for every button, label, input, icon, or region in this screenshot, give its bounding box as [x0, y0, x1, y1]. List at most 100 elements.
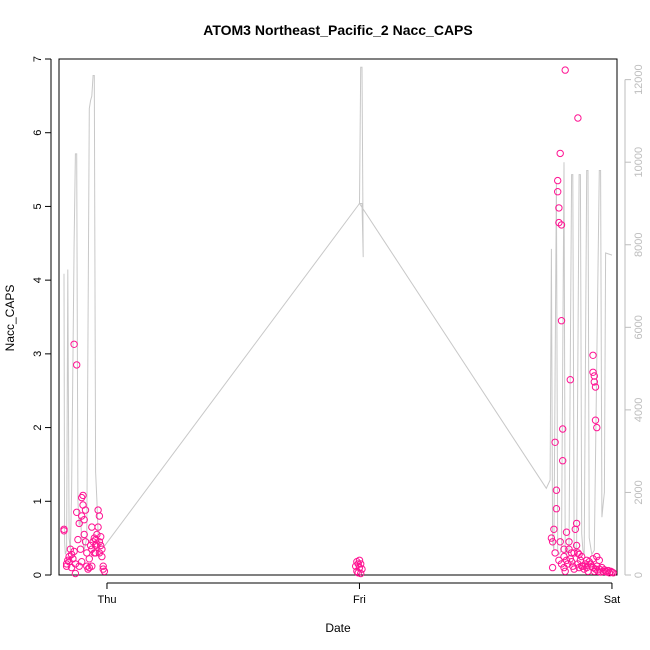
data-point [98, 545, 106, 553]
data-point [609, 569, 617, 577]
data-point [598, 563, 606, 572]
data-point [93, 530, 101, 539]
data-point [555, 204, 563, 212]
plot-frame [58, 58, 618, 576]
data-point [557, 317, 566, 325]
data-point [591, 383, 600, 391]
left-tick-label: 5 [32, 203, 44, 209]
data-point [78, 512, 86, 520]
data-point [559, 457, 567, 465]
data-point [557, 221, 566, 229]
data-point [562, 556, 571, 564]
right-tick-label: 0 [633, 572, 645, 578]
data-point [78, 558, 86, 566]
data-point [88, 523, 96, 531]
data-point [550, 525, 558, 533]
data-point [572, 541, 581, 550]
data-point [79, 491, 87, 500]
data-point [66, 545, 75, 553]
data-point [608, 568, 616, 576]
data-point [555, 218, 563, 227]
data-point [71, 560, 80, 568]
data-point [88, 545, 96, 553]
right-tick-label: 12000 [633, 64, 645, 95]
data-point [574, 114, 582, 122]
data-point [590, 378, 598, 386]
data-point [562, 528, 571, 536]
left-tick-label: 3 [32, 351, 44, 357]
data-point [571, 525, 579, 533]
data-point [593, 423, 601, 432]
data-point [60, 525, 68, 533]
left-tick-label: 0 [32, 572, 44, 578]
data-point [75, 519, 83, 528]
data-point [565, 545, 573, 553]
chart-title: ATOM3 Northeast_Pacific_2 Nacc_CAPS [203, 22, 472, 38]
data-point [548, 538, 557, 546]
data-point [64, 556, 72, 564]
left-tick-label: 2 [32, 425, 44, 431]
left-tick-label: 4 [32, 277, 44, 283]
data-point [73, 361, 81, 369]
right-tick-label: 6000 [633, 315, 645, 339]
x-tick-label: Sat [604, 594, 621, 606]
data-point [589, 555, 597, 563]
data-point [559, 425, 567, 433]
left-y-axis: 0 1 2 3 4 5 6 7 [32, 56, 52, 578]
data-point [70, 340, 78, 348]
data-point [554, 188, 562, 196]
data-point [357, 560, 365, 568]
data-point [566, 376, 574, 384]
data-point [552, 486, 561, 494]
data-point [80, 516, 88, 524]
data-point [565, 538, 573, 546]
data-point [589, 351, 597, 359]
left-tick-label: 7 [32, 56, 44, 62]
data-point [71, 569, 80, 578]
data-point [560, 563, 568, 572]
data-point [547, 534, 556, 542]
data-point [93, 540, 101, 548]
data-point [98, 552, 106, 561]
data-point [552, 505, 561, 513]
data-point [570, 549, 578, 557]
data-point [100, 567, 109, 575]
data-point [357, 569, 365, 578]
data-point [62, 560, 71, 568]
data-point [551, 549, 559, 557]
data-point [575, 550, 583, 559]
data-point [561, 66, 569, 74]
x-axis-label: Date [325, 621, 351, 635]
data-point [95, 512, 104, 520]
data-point [567, 558, 576, 566]
data-point [76, 545, 85, 553]
data-point [81, 538, 90, 546]
data-point [94, 506, 102, 514]
data-point [80, 530, 88, 539]
data-point [85, 555, 94, 563]
y-axis-label: Nacc_CAPS [3, 285, 17, 352]
data-point [354, 560, 362, 568]
left-tick-label: 1 [32, 498, 44, 504]
data-point [551, 438, 559, 446]
data-point [88, 562, 96, 570]
right-tick-label: 2000 [633, 480, 645, 504]
data-point [554, 176, 562, 185]
right-tick-label: 10000 [633, 147, 645, 178]
data-point [97, 533, 105, 541]
data-point [560, 545, 568, 553]
data-point [567, 549, 576, 557]
x-tick-label: Fri [353, 594, 366, 606]
series-line [63, 66, 613, 556]
data-point [73, 508, 81, 516]
data-point [81, 506, 90, 514]
data-point [591, 416, 600, 424]
data-point [589, 368, 597, 376]
data-point [358, 565, 366, 573]
data-point [95, 538, 104, 546]
data-point [74, 535, 82, 544]
data-point [593, 552, 601, 561]
data-point [572, 519, 581, 528]
data-point [97, 541, 105, 550]
data-point [91, 549, 100, 557]
